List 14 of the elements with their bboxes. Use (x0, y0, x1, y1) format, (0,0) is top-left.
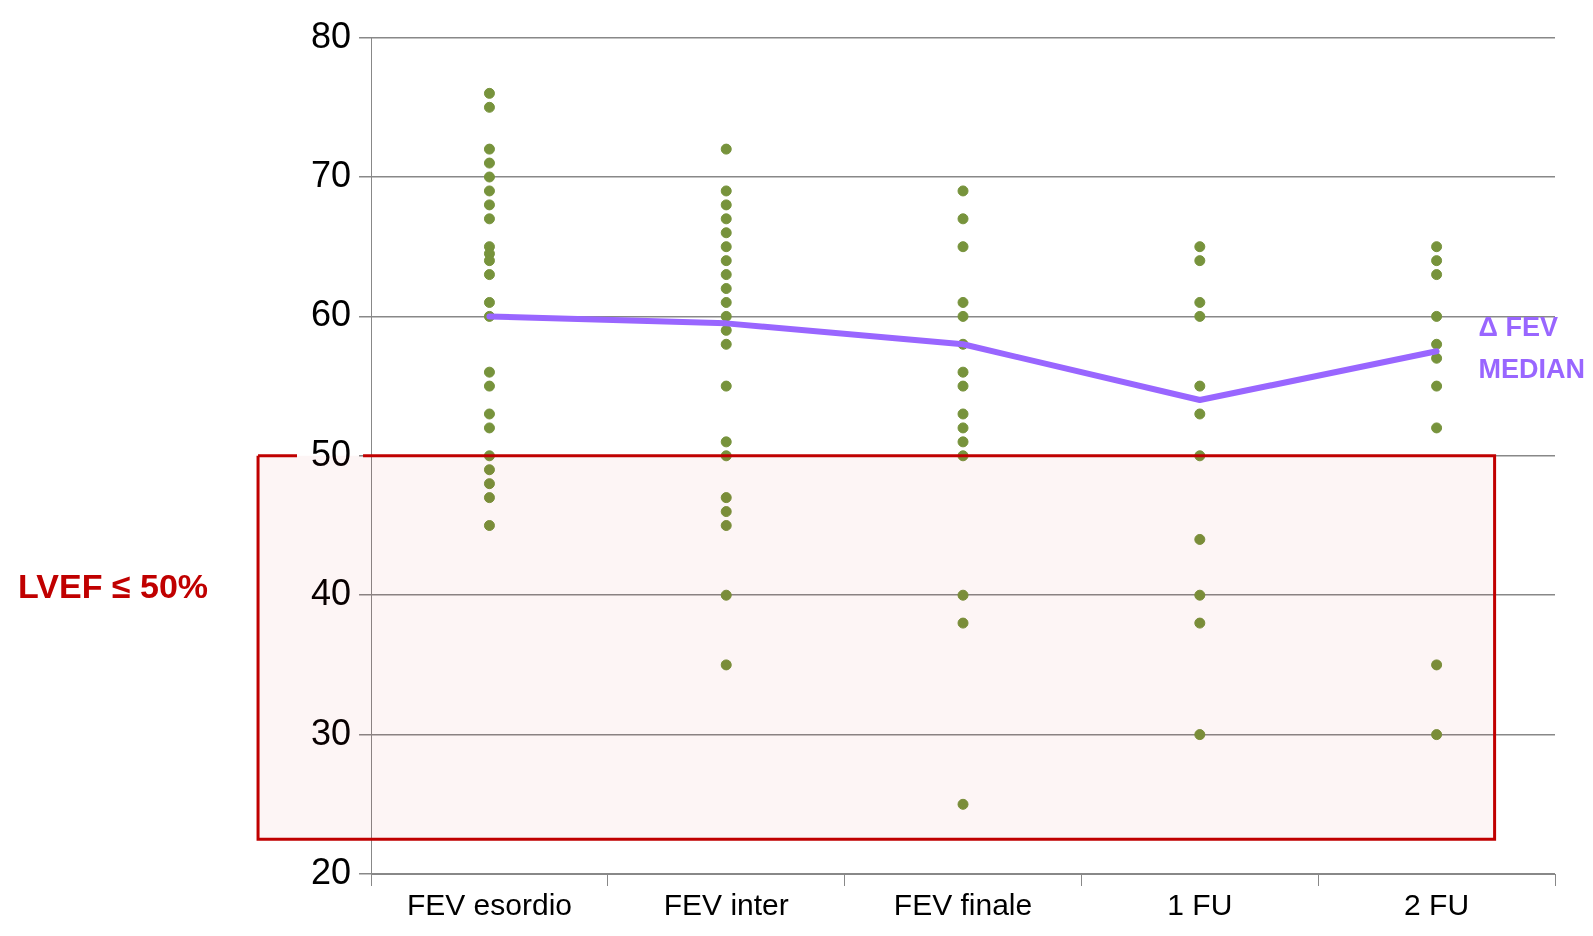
y-tick-label: 80 (311, 14, 352, 56)
y-tick-label: 40 (311, 572, 352, 614)
x-tick-label: FEV esordio (406, 888, 572, 922)
y-tick-label: 60 (311, 293, 352, 335)
y-tick-label: 30 (311, 711, 352, 753)
y-tick-label: 70 (311, 153, 352, 195)
x-tick-label: FEV finale (893, 888, 1033, 922)
y-tick-label: 50 (311, 432, 352, 474)
series-label: Δ FEV MEDIAN (1478, 311, 1587, 387)
y-tick-label: 20 (311, 850, 352, 892)
x-tick-label: FEV inter (663, 888, 789, 922)
band-label: LVEF ≤ 50% (17, 567, 209, 607)
x-tick-label: 2 FU (1404, 888, 1470, 922)
x-tick-label: 1 FU (1167, 888, 1233, 922)
